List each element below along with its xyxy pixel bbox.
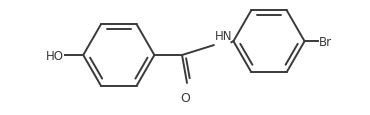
Text: O: O — [180, 91, 190, 104]
Text: HN: HN — [215, 30, 232, 43]
Text: HO: HO — [46, 49, 64, 62]
Text: Br: Br — [319, 35, 333, 48]
